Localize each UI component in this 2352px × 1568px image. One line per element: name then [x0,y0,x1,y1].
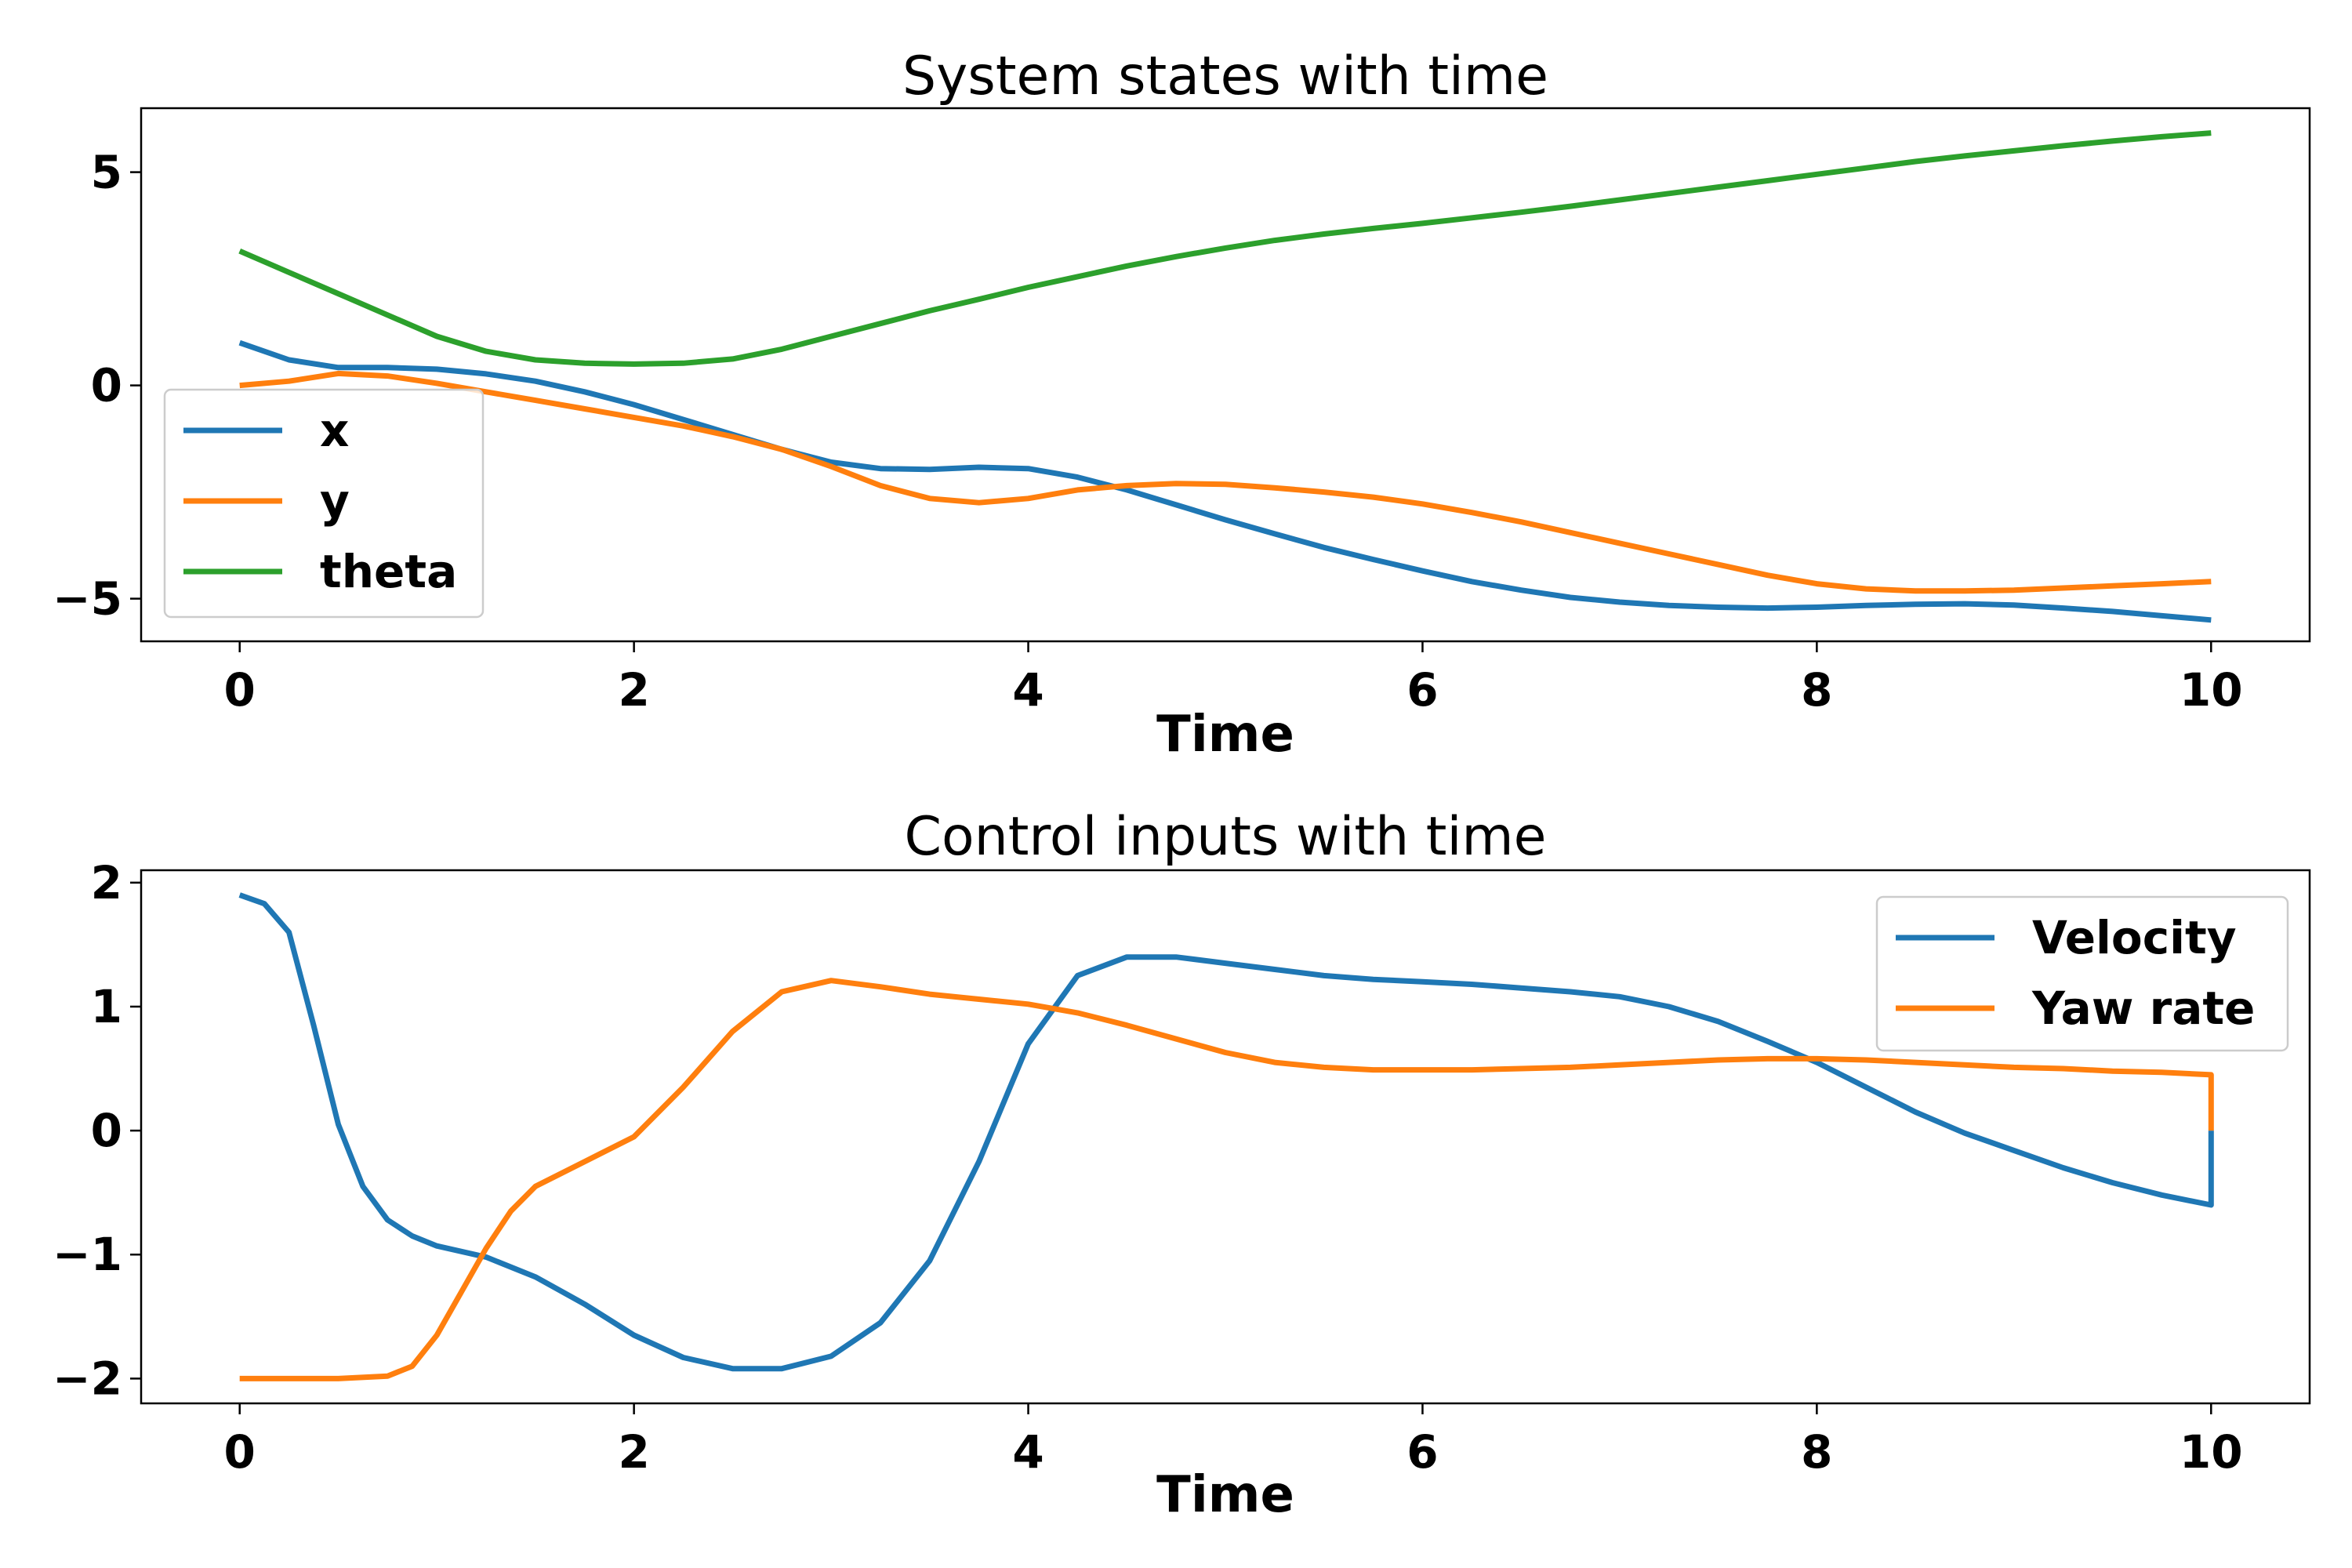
legend: Velocity Yaw rate [1875,895,2289,1052]
x-axis-label: Time [1156,1466,1294,1524]
x-tick-label: 10 [2180,1425,2243,1479]
legend-label-y: y [320,474,350,528]
x-tick-label: 2 [618,1425,649,1479]
chart-title: Control inputs with time [905,806,1547,868]
y-tick-label: −2 [53,1352,122,1405]
plot-frame [140,107,2311,643]
ticks-layer: 0 2 4 6 8 10 −2 −1 0 1 2 [53,856,2243,1479]
control-inputs-plot: Control inputs with time 0 2 4 6 8 10−2−1012 … [53,806,2311,1524]
y-tick-label: −1 [53,1228,122,1281]
x-tick-label: 8 [1801,1425,1832,1479]
y-tick-label: 0 [91,1104,122,1157]
y-tick-label: 0 [91,359,122,412]
ticks-layer: 0 2 4 6 8 10 −5 0 5 [53,146,2243,717]
x-tick-label: 0 [224,663,256,717]
y-tick-label: −5 [53,572,122,626]
x-tick-label: 4 [1012,1425,1044,1479]
x-tick-label: 10 [2180,663,2243,717]
y-tick-label: 5 [91,146,122,199]
chart-title: System states with time [902,45,1548,107]
series-layer [238,892,2214,1381]
series-line-x [238,339,2212,623]
x-tick-label: 6 [1406,1425,1438,1479]
y-tick-label: 1 [91,980,122,1033]
x-tick-label: 6 [1406,663,1438,717]
legend-label-yaw-rate: Yaw rate [2031,982,2255,1035]
series-layer [238,130,2212,623]
x-tick-label: 8 [1801,663,1832,717]
system-states-plot: System states with time 0 2 4 6 8 10 −5 0 5 Time… [53,45,2311,764]
x-tick-label: 2 [618,663,649,717]
x-tick-label: 4 [1012,663,1044,717]
series-line-yaw-rate [239,978,2214,1381]
legend-label-theta: theta [320,545,457,598]
series-line-theta [238,130,2212,367]
series-line-y [239,370,2212,594]
x-tick-label: 0 [224,1425,256,1479]
legend-box [163,388,485,619]
plot-frame [140,869,2311,1405]
legend: xy theta [163,388,485,619]
y-tick-label: 2 [91,856,122,909]
series-line-velocity [238,892,2214,1372]
x-axis-label: Time [1156,706,1294,764]
legend-label-x: x [320,404,349,457]
legend-label-velocity: Velocity [2032,911,2237,964]
